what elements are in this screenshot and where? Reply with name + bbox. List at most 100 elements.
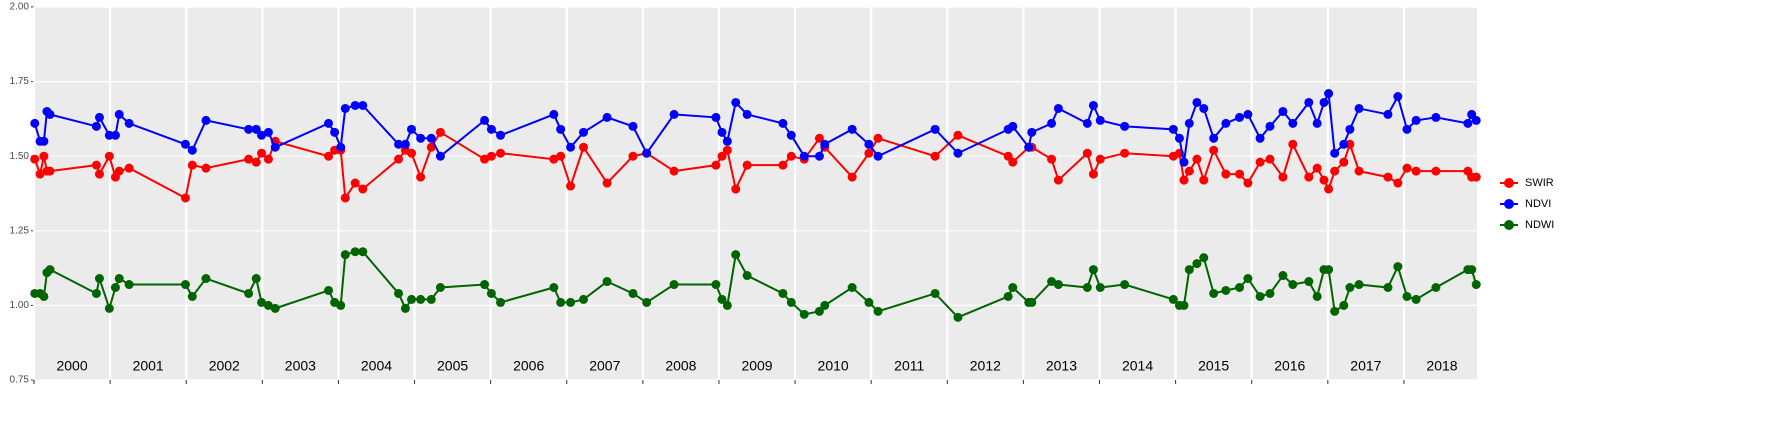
data-point (778, 118, 788, 128)
data-point (350, 247, 360, 257)
data-point (1330, 306, 1340, 316)
data-point (406, 148, 416, 158)
data-point (257, 297, 267, 307)
data-point (731, 250, 741, 260)
data-point (1235, 169, 1245, 179)
data-point (1393, 92, 1403, 102)
data-point (39, 291, 49, 301)
x-tick-label: 2008 (665, 358, 696, 374)
data-point (39, 136, 49, 146)
data-point (1235, 282, 1245, 292)
data-point (1047, 118, 1057, 128)
data-point (94, 112, 104, 122)
data-point (1345, 124, 1355, 134)
data-point (416, 294, 426, 304)
data-point (1339, 157, 1349, 167)
data-point (566, 181, 576, 191)
data-point (1179, 175, 1189, 185)
data-point (1324, 184, 1334, 194)
data-point (1431, 282, 1441, 292)
data-point (358, 247, 368, 257)
data-point (930, 124, 940, 134)
data-point (1265, 154, 1275, 164)
data-point (1288, 118, 1298, 128)
data-point (251, 124, 261, 134)
data-point (1319, 175, 1329, 185)
data-point (814, 133, 824, 143)
data-point (1192, 154, 1202, 164)
data-point (114, 109, 124, 119)
data-point (340, 103, 350, 113)
legend-key (1504, 178, 1514, 188)
x-tick-label: 2002 (209, 358, 240, 374)
data-point (486, 124, 496, 134)
data-point (124, 163, 134, 173)
data-point (1209, 288, 1219, 298)
data-point (1383, 109, 1393, 119)
data-point (435, 151, 445, 161)
data-point (1008, 282, 1018, 292)
data-point (416, 172, 426, 182)
x-tick-label: 2010 (818, 358, 849, 374)
data-point (1288, 139, 1298, 149)
data-point (669, 166, 679, 176)
data-point (742, 109, 752, 119)
data-point (1288, 280, 1298, 290)
data-point (244, 124, 254, 134)
data-point (1467, 265, 1477, 275)
data-point (1324, 89, 1334, 99)
data-point (1184, 118, 1194, 128)
data-point (35, 169, 45, 179)
data-point (201, 115, 211, 125)
data-point (406, 124, 416, 134)
data-point (91, 160, 101, 170)
data-point (30, 154, 40, 164)
data-point (642, 148, 652, 158)
data-point (814, 306, 824, 316)
data-point (45, 109, 55, 119)
data-point (1471, 172, 1481, 182)
data-point (1082, 118, 1092, 128)
data-point (486, 151, 496, 161)
data-point (1221, 285, 1231, 295)
data-point (110, 130, 120, 140)
data-point (1003, 291, 1013, 301)
data-point (400, 303, 410, 313)
x-tick-label: 2004 (361, 358, 392, 374)
data-point (1265, 121, 1275, 131)
x-tick-label: 2007 (589, 358, 620, 374)
data-point (628, 121, 638, 131)
data-point (1411, 294, 1421, 304)
data-point (330, 127, 340, 137)
data-point (251, 157, 261, 167)
data-point (1383, 172, 1393, 182)
data-point (799, 151, 809, 161)
data-point (187, 291, 197, 301)
data-point (426, 142, 436, 152)
data-point (1431, 166, 1441, 176)
data-point (847, 172, 857, 182)
x-tick-label: 2018 (1426, 358, 1457, 374)
data-point (873, 151, 883, 161)
data-point (847, 124, 857, 134)
data-point (480, 154, 490, 164)
data-point (1179, 300, 1189, 310)
data-point (1095, 282, 1105, 292)
data-point (358, 184, 368, 194)
data-point (91, 121, 101, 131)
data-point (270, 142, 280, 152)
data-point (1255, 291, 1265, 301)
data-point (350, 100, 360, 110)
data-point (953, 148, 963, 158)
data-point (578, 127, 588, 137)
data-point (711, 280, 721, 290)
data-point (1255, 133, 1265, 143)
data-point (201, 163, 211, 173)
legend-label: NDWI (1525, 219, 1554, 231)
data-point (426, 133, 436, 143)
data-point (486, 288, 496, 298)
x-tick-label: 2009 (741, 358, 772, 374)
data-point (336, 300, 346, 310)
data-point (742, 271, 752, 281)
